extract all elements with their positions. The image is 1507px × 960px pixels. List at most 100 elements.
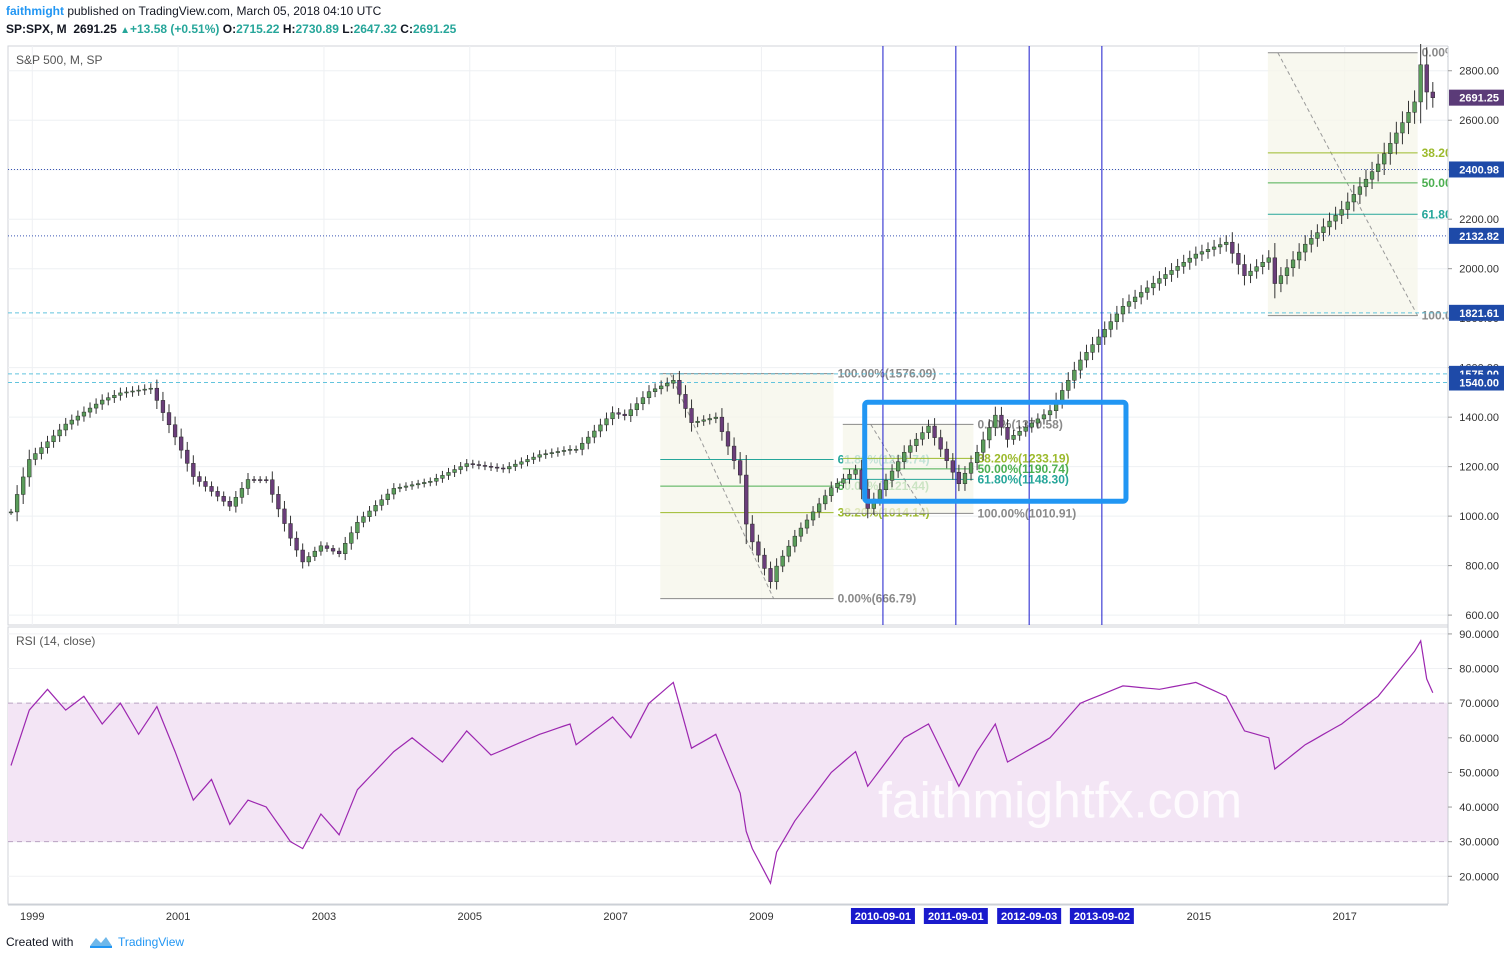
candle-up[interactable] xyxy=(1066,380,1071,391)
candle-up[interactable] xyxy=(57,429,62,437)
candle-up[interactable] xyxy=(312,550,317,557)
candle-up[interactable] xyxy=(634,403,639,410)
candle-up[interactable] xyxy=(1375,163,1381,172)
candle-up[interactable] xyxy=(8,511,14,514)
candle-up[interactable] xyxy=(780,555,785,567)
candle-up[interactable] xyxy=(1096,336,1101,345)
candle-up[interactable] xyxy=(1175,266,1180,271)
candle-up[interactable] xyxy=(1388,143,1393,154)
candle-up[interactable] xyxy=(1218,244,1223,248)
candle-down[interactable] xyxy=(1242,264,1247,276)
candle-down[interactable] xyxy=(1236,253,1241,265)
candle-up[interactable] xyxy=(981,439,986,453)
candle-up[interactable] xyxy=(349,532,354,544)
candle-up[interactable] xyxy=(695,420,700,423)
candle-up[interactable] xyxy=(1193,253,1198,259)
candle-down[interactable] xyxy=(209,486,214,492)
candle-up[interactable] xyxy=(531,456,536,460)
candle-up[interactable] xyxy=(823,495,828,505)
candle-up[interactable] xyxy=(1297,251,1302,261)
candle-up[interactable] xyxy=(21,476,26,495)
candle-up[interactable] xyxy=(1394,132,1399,144)
candle-up[interactable] xyxy=(1017,430,1022,436)
candle-up[interactable] xyxy=(1102,329,1107,338)
candle-up[interactable] xyxy=(464,463,469,467)
candle-down[interactable] xyxy=(1430,91,1435,98)
candle-up[interactable] xyxy=(1114,313,1119,322)
candle-down[interactable] xyxy=(270,479,275,495)
candle-up[interactable] xyxy=(829,487,834,497)
candle-up[interactable] xyxy=(391,488,396,495)
candle-down[interactable] xyxy=(956,471,962,484)
candle-down[interactable] xyxy=(166,412,172,426)
candle-up[interactable] xyxy=(902,452,907,462)
candle-up[interactable] xyxy=(1120,306,1126,315)
chart-canvas[interactable]: S&P 500, M, SP RSI (14, close) 100.00%(1… xyxy=(0,44,1507,928)
candle-down[interactable] xyxy=(622,413,627,416)
candle-down[interactable] xyxy=(185,449,190,464)
candle-up[interactable] xyxy=(403,485,409,488)
candle-up[interactable] xyxy=(14,494,20,513)
candle-up[interactable] xyxy=(1078,359,1083,371)
candle-up[interactable] xyxy=(908,445,913,453)
candle-up[interactable] xyxy=(1278,275,1284,284)
candle-up[interactable] xyxy=(1406,112,1411,123)
candle-up[interactable] xyxy=(1163,274,1168,279)
candle-up[interactable] xyxy=(786,545,791,557)
candle-up[interactable] xyxy=(148,387,153,390)
candle-down[interactable] xyxy=(203,481,208,487)
candle-up[interactable] xyxy=(81,411,87,417)
candle-up[interactable] xyxy=(659,385,664,390)
candle-up[interactable] xyxy=(112,395,117,398)
candle-up[interactable] xyxy=(355,522,360,534)
highlight-box[interactable] xyxy=(862,399,1129,504)
candle-up[interactable] xyxy=(1290,259,1296,269)
candle-up[interactable] xyxy=(707,418,712,421)
candle-up[interactable] xyxy=(586,436,591,444)
candle-down[interactable] xyxy=(932,425,937,438)
date-marker-tag[interactable] xyxy=(997,908,1062,924)
candle-up[interactable] xyxy=(1254,266,1259,272)
candle-up[interactable] xyxy=(592,430,597,438)
candle-up[interactable] xyxy=(713,416,718,419)
candle-up[interactable] xyxy=(847,474,852,480)
candle-up[interactable] xyxy=(567,449,573,451)
candle-up[interactable] xyxy=(142,388,147,391)
candle-up[interactable] xyxy=(233,497,238,507)
candle-down[interactable] xyxy=(938,437,943,450)
candle-up[interactable] xyxy=(920,432,925,440)
candle-up[interactable] xyxy=(640,397,646,404)
candle-up[interactable] xyxy=(1041,414,1047,420)
candle-down[interactable] xyxy=(1424,64,1429,93)
date-marker-tag[interactable] xyxy=(850,908,915,924)
candle-up[interactable] xyxy=(798,527,804,537)
candle-up[interactable] xyxy=(883,480,889,490)
candle-up[interactable] xyxy=(1382,153,1387,165)
candle-up[interactable] xyxy=(1333,215,1338,222)
candle-up[interactable] xyxy=(1266,257,1271,263)
candle-down[interactable] xyxy=(738,460,743,476)
candle-up[interactable] xyxy=(835,482,840,488)
candle-up[interactable] xyxy=(87,407,93,413)
candle-up[interactable] xyxy=(106,397,111,401)
candle-up[interactable] xyxy=(440,475,445,479)
candle-up[interactable] xyxy=(1090,344,1095,353)
candle-down[interactable] xyxy=(762,554,767,569)
candle-up[interactable] xyxy=(962,472,968,484)
candle-up[interactable] xyxy=(33,453,38,460)
candle-up[interactable] xyxy=(1108,321,1113,330)
candle-up[interactable] xyxy=(1169,270,1174,275)
candle-up[interactable] xyxy=(1309,238,1314,245)
candle-up[interactable] xyxy=(1205,249,1211,252)
candle-up[interactable] xyxy=(446,472,451,476)
candle-up[interactable] xyxy=(1060,390,1065,401)
candle-up[interactable] xyxy=(1211,246,1217,250)
candle-up[interactable] xyxy=(361,516,366,523)
candle-down[interactable] xyxy=(251,479,257,481)
candle-down[interactable] xyxy=(470,463,475,465)
candle-up[interactable] xyxy=(543,453,548,456)
candle-up[interactable] xyxy=(130,390,135,393)
candle-down[interactable] xyxy=(768,568,773,582)
candle-down[interactable] xyxy=(337,550,342,554)
candle-down[interactable] xyxy=(215,491,220,497)
